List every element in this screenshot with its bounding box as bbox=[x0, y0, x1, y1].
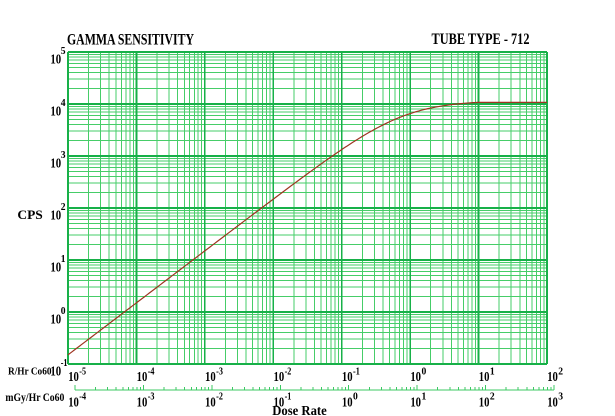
svg-text:CPS: CPS bbox=[17, 208, 43, 222]
svg-text:mGy/Hr Co60: mGy/Hr Co60 bbox=[5, 392, 64, 404]
svg-text:1: 1 bbox=[490, 366, 495, 377]
svg-text:10: 10 bbox=[68, 369, 79, 384]
svg-text:10: 10 bbox=[273, 369, 284, 384]
svg-text:10: 10 bbox=[479, 369, 490, 384]
svg-text:Dose Rate: Dose Rate bbox=[272, 403, 327, 416]
svg-text:-4: -4 bbox=[148, 366, 155, 377]
svg-text:-1: -1 bbox=[285, 392, 292, 403]
svg-text:10: 10 bbox=[205, 369, 216, 384]
svg-text:10: 10 bbox=[50, 312, 61, 327]
svg-text:10: 10 bbox=[410, 394, 421, 409]
svg-text:10: 10 bbox=[50, 52, 61, 67]
svg-text:10: 10 bbox=[342, 394, 353, 409]
svg-text:10: 10 bbox=[50, 260, 61, 275]
svg-text:10: 10 bbox=[479, 394, 490, 409]
svg-text:0: 0 bbox=[353, 392, 358, 403]
svg-text:10: 10 bbox=[68, 394, 79, 409]
svg-text:-4: -4 bbox=[79, 392, 86, 403]
svg-text:10: 10 bbox=[410, 369, 421, 384]
svg-text:10: 10 bbox=[205, 394, 216, 409]
svg-text:-3: -3 bbox=[148, 392, 155, 403]
svg-text:10: 10 bbox=[273, 394, 284, 409]
svg-text:TUBE TYPE - 712: TUBE TYPE - 712 bbox=[432, 31, 530, 48]
svg-text:0: 0 bbox=[61, 306, 66, 317]
svg-text:3: 3 bbox=[558, 392, 563, 403]
svg-text:R/Hr Co60: R/Hr Co60 bbox=[8, 365, 52, 377]
svg-text:10: 10 bbox=[50, 208, 61, 223]
svg-text:3: 3 bbox=[61, 150, 66, 161]
svg-text:2: 2 bbox=[61, 202, 66, 213]
svg-text:10: 10 bbox=[50, 156, 61, 171]
svg-text:2: 2 bbox=[490, 392, 495, 403]
svg-text:10: 10 bbox=[50, 104, 61, 119]
svg-text:-1: -1 bbox=[353, 366, 360, 377]
svg-text:2: 2 bbox=[558, 366, 563, 377]
svg-text:-5: -5 bbox=[79, 366, 86, 377]
svg-text:-1: -1 bbox=[61, 358, 68, 369]
svg-text:GAMMA SENSITIVITY: GAMMA SENSITIVITY bbox=[67, 31, 194, 48]
svg-text:-2: -2 bbox=[216, 392, 223, 403]
svg-text:10: 10 bbox=[50, 364, 61, 379]
svg-text:4: 4 bbox=[61, 98, 66, 109]
svg-text:10: 10 bbox=[137, 369, 148, 384]
svg-text:1: 1 bbox=[421, 392, 426, 403]
svg-text:10: 10 bbox=[342, 369, 353, 384]
svg-text:-3: -3 bbox=[216, 366, 223, 377]
svg-text:5: 5 bbox=[61, 46, 66, 57]
svg-text:0: 0 bbox=[421, 366, 426, 377]
svg-text:-2: -2 bbox=[285, 366, 292, 377]
svg-text:10: 10 bbox=[137, 394, 148, 409]
svg-text:1: 1 bbox=[61, 254, 66, 265]
svg-text:10: 10 bbox=[547, 394, 558, 409]
svg-text:10: 10 bbox=[547, 369, 558, 384]
